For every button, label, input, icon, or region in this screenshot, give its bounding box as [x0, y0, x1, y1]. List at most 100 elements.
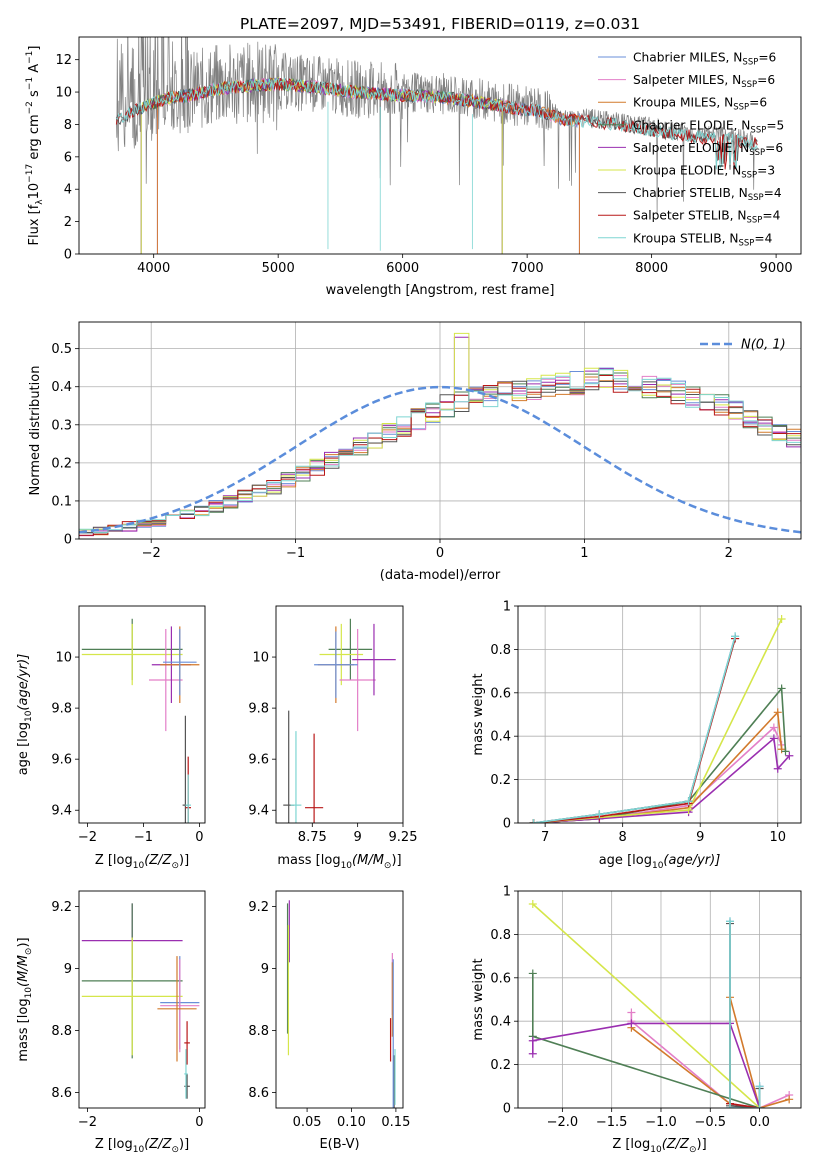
legend-label-name: Salpeter STELIB, N	[633, 209, 746, 223]
x-tick-label: −1	[134, 830, 153, 845]
axes-frame	[517, 605, 802, 824]
weight-marker	[755, 1082, 764, 1091]
y-tick-label: 8	[64, 118, 72, 133]
legend-label: Kroupa ELODIE, NSSP=3	[633, 164, 775, 181]
axes-frame	[517, 890, 802, 1109]
spectrum-axes: 4000 5000 6000 7000 8000 9000 0 2 4 6 8 10 12 PLATE=2…	[25, 15, 802, 298]
x-axis-label-part: )]	[179, 1137, 189, 1152]
x-tick-label: 0	[195, 830, 203, 845]
x-tick-label: 0.10	[337, 1115, 366, 1130]
x-axis-label-part: mass [log	[277, 853, 340, 868]
x-tick-label: 7000	[511, 261, 544, 276]
mass-vs-metallicity-axes-plot-area	[81, 903, 200, 1099]
y-tick-label: 9	[261, 962, 269, 977]
y-tick-label: 0.4	[51, 380, 72, 395]
axes-frame	[78, 321, 802, 540]
y-tick-label: 8.8	[248, 1024, 269, 1039]
legend-label: Salpeter ELODIE, NSSP=6	[633, 141, 783, 158]
y-tick-label: 0.8	[490, 928, 511, 943]
y-axis-label-text-part: 10	[24, 710, 34, 722]
y-axis-label-text-part: −1	[25, 77, 35, 90]
y-tick-label: 9.4	[51, 804, 72, 819]
y-axis-label-text-part: erg cm	[27, 114, 42, 163]
weight-line-kroupa-stelib	[729, 921, 761, 1108]
mass-vs-extinction-axes-plot-area	[286, 900, 396, 1108]
y-tick-label: 9.6	[51, 753, 72, 768]
y-tick-label: 1	[503, 600, 511, 615]
y-tick-label: 9.2	[248, 900, 269, 915]
weight-marker	[781, 747, 790, 756]
y-axis-label-text-part: 10	[27, 183, 42, 200]
weight-marker	[528, 900, 537, 909]
weight-marker	[773, 708, 782, 717]
y-axis-label-text-part: mass [log	[16, 998, 31, 1061]
y-tick-label: 9.6	[248, 753, 269, 768]
legend-label: Chabrier MILES, NSSP=6	[633, 51, 776, 68]
y-tick-label: 0.2	[51, 456, 72, 471]
legend-label: Kroupa STELIB, NSSP=4	[633, 231, 773, 248]
legend-label-count: =3	[757, 164, 775, 178]
y-axis-label-text-part: s	[27, 90, 42, 101]
x-axis-label-part: 10	[133, 1145, 145, 1155]
x-axis-label-part: )]	[697, 1137, 707, 1152]
x-tick-label: −1.5	[596, 1115, 628, 1130]
x-axis-label: Z [log10(Z/Z⊙)]	[95, 1137, 189, 1155]
y-tick-label: 9.2	[51, 900, 72, 915]
y-axis-label-text-part: −17	[25, 164, 35, 183]
y-tick-label: 9.4	[248, 804, 269, 819]
legend-label: Kroupa MILES, NSSP=6	[633, 96, 767, 113]
y-axis-label: Normed distribution	[28, 366, 43, 496]
data-spectrum	[115, 37, 758, 215]
y-axis-label-text-part: −1	[25, 51, 35, 64]
mass-vs-metallicity-axes: −2 08.68.899.2Z [log10(Z/Z⊙)]mass [log10(…	[16, 890, 206, 1155]
weight-line-kroupa-elodie	[532, 903, 761, 1108]
axes-frame	[275, 890, 404, 1109]
x-tick-label: −2.0	[547, 1115, 579, 1130]
age-vs-mass-axes-plot-area	[283, 618, 396, 823]
weight-marker	[627, 1019, 636, 1028]
x-axis-label-part: age [log	[599, 853, 652, 868]
x-axis-label-part: (Z/Z	[662, 1137, 690, 1152]
x-axis-label-part: (Z/Z	[144, 853, 172, 868]
legend-label-count: =5	[766, 118, 784, 132]
legend-label-name: Chabrier MILES, N	[633, 51, 742, 65]
y-axis-label-text-part: λ	[35, 199, 45, 205]
y-axis-label-text-part: A	[27, 64, 42, 77]
weight-line-salpeter-elodie	[533, 736, 790, 823]
histogram-axes-plot-area	[79, 332, 801, 537]
x-axis-label-part: )]	[391, 853, 401, 868]
y-tick-label: 0	[64, 248, 72, 263]
histogram-step-chabrier-miles	[79, 367, 801, 534]
y-tick-label: 0.2	[490, 1058, 511, 1073]
legend-label-name: Kroupa MILES, N	[633, 96, 733, 110]
legend-label: Chabrier STELIB, NSSP=4	[633, 186, 782, 203]
y-axis-label-text: age [log10(age/yr)]	[16, 654, 34, 776]
legend-label-count: =6	[749, 96, 767, 110]
x-tick-label: 4000	[137, 261, 170, 276]
y-tick-label: 0	[64, 533, 72, 548]
x-axis-label-part: (Z/Z	[144, 1137, 172, 1152]
legend-label-count: =6	[765, 141, 783, 155]
x-axis-label: wavelength [Angstrom, rest frame]	[326, 283, 555, 298]
y-axis-label-text-part: ]	[27, 46, 42, 51]
x-axis-label-part: Z [log	[95, 1137, 133, 1152]
y-tick-label: 0.4	[490, 1015, 511, 1030]
y-tick-label: 10	[55, 651, 72, 666]
x-tick-label: −0.5	[694, 1115, 726, 1130]
weight-marker	[777, 684, 786, 693]
histogram-step-kroupa-elodie	[79, 332, 801, 531]
axes-frame	[275, 605, 404, 824]
histogram-step-chabrier-elodie	[79, 372, 801, 534]
x-axis-label-part: 10	[133, 861, 145, 871]
x-axis-label-part: 10	[652, 861, 664, 871]
x-tick-label: −1.0	[645, 1115, 677, 1130]
x-tick-label: 8000	[635, 261, 668, 276]
y-axis-label-text-part: (M/M	[16, 955, 31, 987]
y-tick-label: 0.6	[490, 971, 511, 986]
x-tick-label: 0	[436, 546, 444, 561]
y-axis-label-text: Flux [fλ10−17 erg cm−2 s−1 A−1]	[25, 46, 45, 246]
legend-label-sub: SSP	[741, 171, 757, 181]
legend-label-sub: SSP	[739, 238, 755, 248]
weight-marker	[528, 969, 537, 978]
